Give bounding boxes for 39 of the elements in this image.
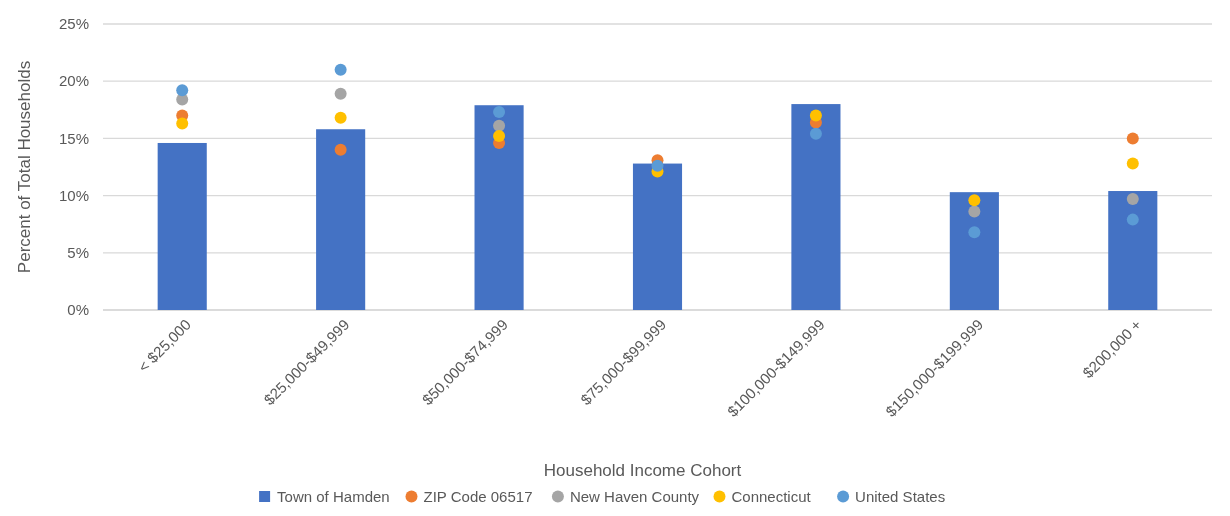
y-tick-label: 15% [58, 129, 89, 147]
legend-label: New Haven County [569, 488, 700, 505]
point [1126, 132, 1139, 145]
legend-label: United States [855, 488, 946, 505]
y-tick-label: 10% [58, 186, 89, 204]
x-axis-title: Household Income Cohort [543, 461, 742, 480]
bar [157, 142, 207, 310]
point [493, 119, 506, 132]
y-tick-label: 0% [67, 301, 89, 319]
y-axis-title: Percent of Total Households [15, 60, 34, 274]
bar [1108, 191, 1158, 310]
legend-label: Town of Hamden [277, 488, 390, 505]
bar [949, 192, 999, 310]
point [334, 87, 347, 100]
point [1126, 193, 1139, 206]
y-tick-label: 5% [67, 244, 89, 262]
point [968, 226, 981, 239]
point [1126, 157, 1139, 170]
y-tick-label: 25% [58, 15, 89, 33]
legend-label: Connecticut [731, 488, 812, 505]
point [334, 143, 347, 156]
point [176, 117, 189, 130]
point [968, 194, 981, 207]
point [493, 106, 506, 119]
y-tick-label: 20% [58, 72, 89, 90]
point [176, 84, 189, 97]
bar [474, 105, 524, 310]
point [809, 109, 822, 122]
point [809, 127, 822, 140]
point [334, 63, 347, 76]
point [968, 205, 981, 218]
bar [791, 104, 841, 310]
point [493, 130, 506, 143]
point [334, 111, 347, 124]
point [1126, 213, 1139, 226]
bar [632, 163, 683, 310]
point [651, 159, 664, 172]
bar [316, 129, 366, 310]
legend-label: ZIP Code 06517 [423, 488, 533, 505]
